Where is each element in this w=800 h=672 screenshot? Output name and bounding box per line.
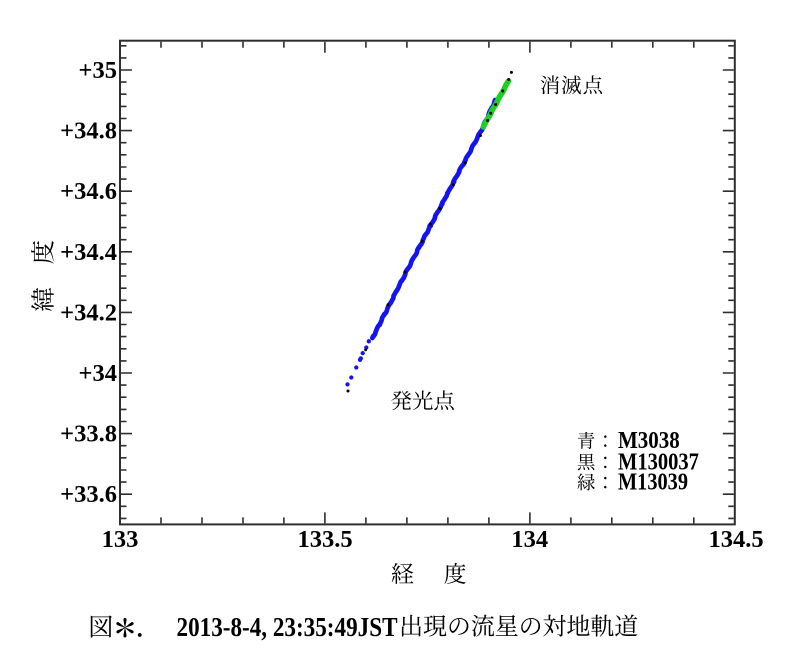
svg-text:M130037: M130037 [618, 448, 699, 475]
svg-text:134: 134 [511, 526, 548, 553]
svg-text:+34.6: +34.6 [60, 178, 117, 205]
svg-text:+34: +34 [79, 360, 117, 387]
svg-text:133.5: 133.5 [297, 526, 352, 553]
svg-text:+34.2: +34.2 [60, 299, 117, 326]
svg-text:133: 133 [102, 526, 139, 553]
svg-text:134.5: 134.5 [708, 526, 763, 553]
svg-text:+33.6: +33.6 [60, 481, 117, 508]
svg-text:+35: +35 [79, 57, 117, 84]
svg-text:M3038: M3038 [618, 427, 680, 454]
svg-text:2013-8-4, 23:35:49JST: 2013-8-4, 23:35:49JST [177, 612, 398, 642]
svg-text:M13039: M13039 [618, 469, 688, 496]
svg-text:+34.4: +34.4 [60, 239, 117, 266]
svg-text:+34.8: +34.8 [60, 118, 117, 145]
svg-text:+33.8: +33.8 [60, 421, 117, 448]
svg-text:.: . [137, 617, 143, 643]
